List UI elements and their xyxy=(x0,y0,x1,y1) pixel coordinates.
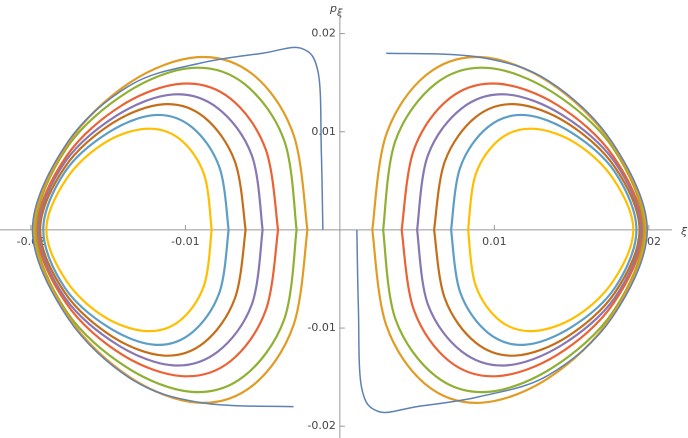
curve xyxy=(371,55,647,404)
curve xyxy=(356,52,649,414)
curve xyxy=(39,103,247,357)
curve xyxy=(382,66,646,394)
x-tick-label: 0.01 xyxy=(482,235,507,248)
y-tick-label: 0.01 xyxy=(311,125,336,138)
curve xyxy=(433,103,641,357)
curve xyxy=(450,113,638,346)
curve xyxy=(416,93,643,367)
y-tick-label: -0.02 xyxy=(307,419,335,432)
curve xyxy=(31,46,324,408)
curve xyxy=(35,82,280,378)
curve xyxy=(32,55,309,404)
y-tick-label: -0.01 xyxy=(307,321,335,334)
x-tick-label: -0.01 xyxy=(171,235,199,248)
curve xyxy=(400,82,644,378)
curve xyxy=(42,113,230,346)
curve xyxy=(37,93,264,367)
y-tick-label: 0.02 xyxy=(311,27,336,40)
curve xyxy=(45,127,213,333)
curve xyxy=(466,127,635,333)
y-axis-label: pξ xyxy=(329,2,343,19)
x-axis-label: ξ xyxy=(680,225,688,238)
curve xyxy=(34,66,298,394)
